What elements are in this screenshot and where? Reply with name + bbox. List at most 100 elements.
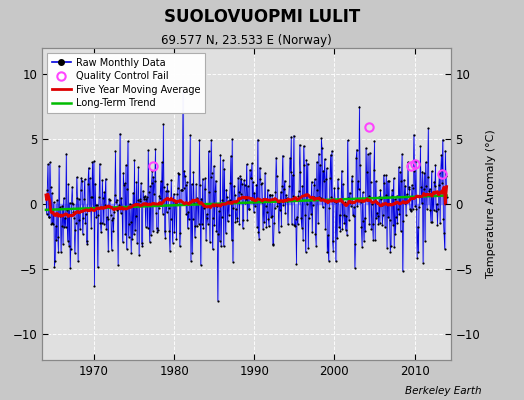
Point: [402, 212, 410, 218]
Point: [142, 196, 150, 202]
Point: [241, 200, 249, 206]
Point: [242, 196, 250, 202]
Point: [326, 175, 334, 182]
Point: [293, 220, 302, 227]
Point: [76, 226, 84, 232]
Point: [408, 206, 417, 212]
Point: [259, 226, 267, 232]
Point: [429, 191, 437, 197]
Point: [237, 175, 246, 182]
Point: [421, 159, 430, 165]
Point: [107, 211, 115, 218]
Point: [278, 183, 286, 189]
Point: [197, 196, 205, 202]
Point: [324, 232, 332, 238]
Point: [412, 158, 420, 164]
Point: [436, 166, 445, 173]
Point: [310, 182, 319, 188]
Point: [236, 190, 245, 197]
Point: [295, 187, 303, 194]
Point: [205, 189, 213, 195]
Point: [417, 184, 425, 190]
Point: [265, 223, 273, 230]
Point: [80, 195, 88, 202]
Point: [72, 174, 81, 180]
Point: [317, 135, 325, 142]
Point: [334, 176, 342, 183]
Point: [246, 175, 255, 181]
Point: [429, 207, 438, 214]
Point: [356, 199, 365, 206]
Point: [437, 152, 445, 158]
Point: [209, 215, 217, 222]
Point: [156, 194, 164, 201]
Point: [48, 190, 56, 197]
Point: [136, 198, 144, 204]
Point: [173, 185, 182, 192]
Point: [359, 218, 367, 224]
Point: [254, 229, 263, 236]
Point: [389, 175, 398, 182]
Point: [427, 218, 435, 225]
Point: [238, 224, 247, 231]
Text: Berkeley Earth: Berkeley Earth: [406, 386, 482, 396]
Point: [107, 247, 116, 253]
Point: [396, 169, 404, 176]
Point: [217, 214, 226, 220]
Point: [176, 243, 184, 250]
Point: [280, 178, 289, 184]
Point: [327, 194, 335, 201]
Point: [70, 215, 78, 221]
Point: [277, 189, 285, 195]
Point: [386, 248, 395, 255]
Point: [217, 243, 225, 250]
Point: [261, 170, 269, 176]
Point: [268, 192, 276, 198]
Point: [46, 184, 54, 190]
Point: [145, 189, 153, 195]
Point: [122, 162, 130, 168]
Point: [418, 168, 427, 175]
Point: [191, 234, 199, 240]
Point: [131, 227, 139, 233]
Point: [187, 181, 195, 187]
Text: SUOLOVUOPMI LULIT: SUOLOVUOPMI LULIT: [164, 8, 360, 26]
Point: [166, 248, 174, 254]
Point: [168, 239, 177, 246]
Point: [269, 242, 277, 248]
Point: [315, 194, 324, 200]
Point: [227, 153, 235, 159]
Point: [160, 228, 169, 234]
Point: [47, 220, 56, 227]
Point: [421, 237, 429, 244]
Point: [119, 170, 127, 176]
Point: [272, 173, 281, 179]
Point: [98, 177, 106, 184]
Point: [203, 215, 212, 222]
Point: [228, 136, 236, 143]
Point: [246, 166, 254, 173]
Point: [97, 220, 106, 226]
Point: [129, 231, 138, 238]
Point: [209, 246, 217, 252]
Point: [235, 220, 244, 227]
Point: [100, 189, 108, 196]
Point: [285, 183, 293, 190]
Point: [74, 258, 82, 265]
Point: [162, 209, 171, 216]
Point: [232, 206, 241, 212]
Point: [428, 218, 436, 225]
Point: [440, 230, 448, 236]
Point: [257, 180, 265, 187]
Point: [236, 173, 244, 179]
Point: [383, 244, 391, 251]
Point: [143, 194, 151, 201]
Point: [263, 208, 271, 215]
Point: [82, 238, 91, 245]
Point: [218, 196, 226, 203]
Point: [274, 199, 282, 205]
Point: [290, 222, 299, 228]
Point: [183, 179, 191, 185]
Legend: Raw Monthly Data, Quality Control Fail, Five Year Moving Average, Long-Term Tren: Raw Monthly Data, Quality Control Fail, …: [47, 53, 205, 113]
Point: [366, 150, 374, 156]
